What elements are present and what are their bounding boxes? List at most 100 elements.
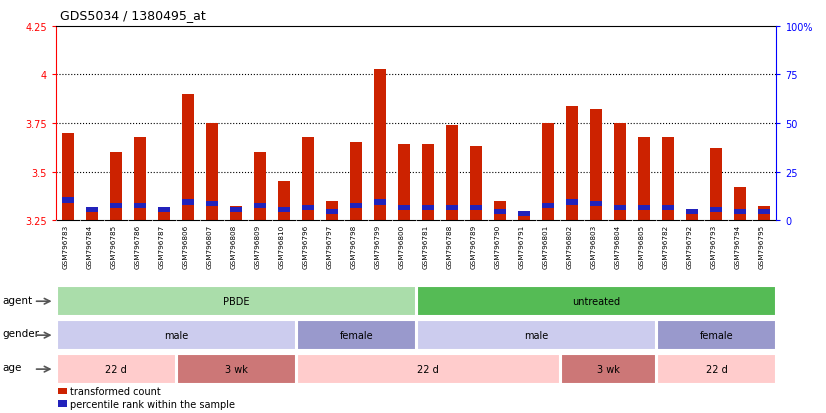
- Bar: [470, 147, 482, 221]
- Text: GSM796783: GSM796783: [62, 224, 69, 268]
- Bar: [417, 286, 776, 317]
- Bar: [278, 182, 290, 221]
- Text: GSM796793: GSM796793: [710, 224, 716, 268]
- Text: transformed count: transformed count: [70, 386, 161, 396]
- Bar: [657, 320, 776, 351]
- Bar: [374, 199, 387, 205]
- Bar: [62, 198, 74, 203]
- Text: 3 wk: 3 wk: [225, 364, 248, 374]
- Text: GSM796808: GSM796808: [230, 224, 236, 268]
- Bar: [57, 286, 415, 317]
- Bar: [86, 211, 98, 221]
- Text: male: male: [164, 330, 188, 340]
- Bar: [758, 209, 771, 215]
- Bar: [758, 207, 771, 221]
- Bar: [662, 137, 674, 221]
- Bar: [278, 207, 290, 213]
- Text: GSM796794: GSM796794: [734, 224, 740, 268]
- Bar: [519, 217, 530, 221]
- Text: PBDE: PBDE: [223, 297, 249, 306]
- Bar: [446, 205, 458, 211]
- Text: GSM796802: GSM796802: [567, 224, 572, 268]
- Bar: [159, 207, 170, 213]
- Bar: [374, 69, 387, 221]
- Bar: [615, 205, 626, 211]
- Bar: [206, 123, 218, 221]
- Bar: [230, 207, 242, 221]
- Text: GSM796805: GSM796805: [638, 224, 644, 268]
- Text: percentile rank within the sample: percentile rank within the sample: [70, 399, 235, 409]
- Text: GSM796790: GSM796790: [494, 224, 501, 268]
- Text: female: female: [339, 330, 373, 340]
- Bar: [302, 137, 314, 221]
- Bar: [638, 205, 650, 211]
- Bar: [561, 354, 656, 385]
- Bar: [398, 205, 411, 211]
- Text: 22 d: 22 d: [417, 364, 439, 374]
- Bar: [591, 110, 602, 221]
- Bar: [183, 199, 194, 205]
- Text: GSM796788: GSM796788: [446, 224, 453, 268]
- Bar: [297, 354, 560, 385]
- Text: GSM796784: GSM796784: [86, 224, 93, 268]
- Text: untreated: untreated: [572, 297, 620, 306]
- Bar: [591, 202, 602, 207]
- Text: male: male: [525, 330, 548, 340]
- Bar: [657, 354, 776, 385]
- Bar: [734, 209, 747, 215]
- Text: gender: gender: [2, 329, 40, 339]
- Bar: [710, 149, 723, 221]
- Bar: [254, 153, 266, 221]
- Bar: [326, 201, 339, 221]
- Bar: [417, 320, 656, 351]
- Text: GSM796806: GSM796806: [183, 224, 188, 268]
- Bar: [230, 207, 242, 213]
- Text: GSM796787: GSM796787: [159, 224, 164, 268]
- Text: GSM796785: GSM796785: [110, 224, 116, 268]
- Bar: [422, 145, 434, 221]
- Bar: [710, 207, 723, 213]
- Text: GSM796797: GSM796797: [326, 224, 332, 268]
- Bar: [350, 143, 363, 221]
- Bar: [134, 204, 146, 209]
- Bar: [638, 137, 650, 221]
- Bar: [567, 106, 578, 221]
- Bar: [58, 388, 67, 394]
- Bar: [350, 204, 363, 209]
- Bar: [662, 205, 674, 211]
- Text: GSM796792: GSM796792: [686, 224, 692, 268]
- Text: GDS5034 / 1380495_at: GDS5034 / 1380495_at: [60, 9, 206, 22]
- Bar: [57, 354, 176, 385]
- Bar: [446, 126, 458, 221]
- Bar: [494, 201, 506, 221]
- Bar: [177, 354, 296, 385]
- Text: GSM796786: GSM796786: [134, 224, 140, 268]
- Text: GSM796803: GSM796803: [591, 224, 596, 268]
- Text: 22 d: 22 d: [705, 364, 727, 374]
- Bar: [62, 133, 74, 221]
- Bar: [615, 123, 626, 221]
- Bar: [519, 211, 530, 217]
- Bar: [422, 205, 434, 211]
- Bar: [58, 401, 67, 407]
- Text: age: age: [2, 363, 22, 373]
- Bar: [686, 209, 699, 215]
- Bar: [159, 211, 170, 221]
- Text: GSM796799: GSM796799: [374, 224, 380, 268]
- Bar: [398, 145, 411, 221]
- Bar: [110, 204, 122, 209]
- Text: GSM796796: GSM796796: [302, 224, 308, 268]
- Text: 22 d: 22 d: [106, 364, 127, 374]
- Text: GSM796781: GSM796781: [422, 224, 429, 268]
- Text: GSM796807: GSM796807: [206, 224, 212, 268]
- Bar: [543, 123, 554, 221]
- Text: 3 wk: 3 wk: [597, 364, 620, 374]
- Bar: [134, 137, 146, 221]
- Text: GSM796791: GSM796791: [519, 224, 525, 268]
- Bar: [470, 205, 482, 211]
- Bar: [183, 95, 194, 221]
- Bar: [326, 209, 339, 215]
- Text: agent: agent: [2, 295, 33, 305]
- Bar: [686, 211, 699, 221]
- Text: GSM796804: GSM796804: [615, 224, 620, 268]
